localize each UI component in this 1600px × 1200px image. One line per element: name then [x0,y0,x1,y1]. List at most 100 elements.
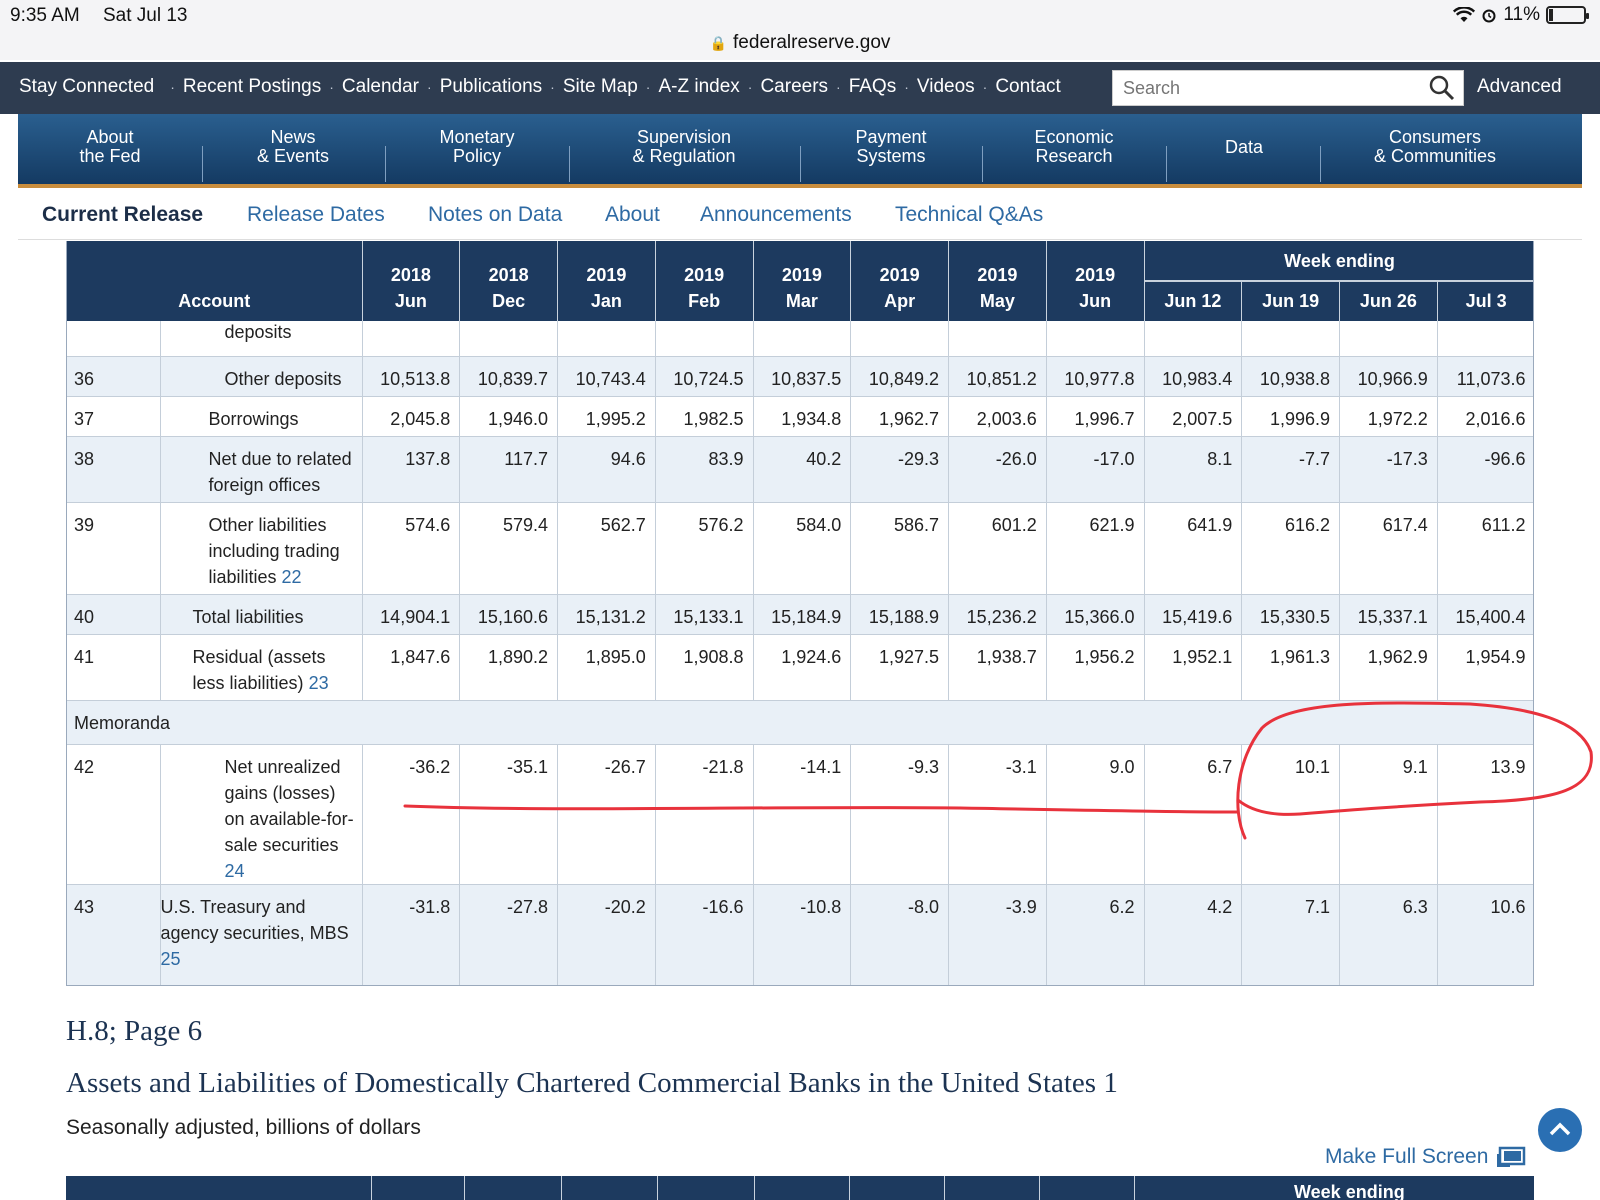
main-nav-item[interactable]: Supervision & Regulation [632,128,735,166]
make-full-screen-link[interactable]: Make Full Screen [1325,1145,1526,1169]
value-cell: -14.1 [753,744,852,885]
utility-link[interactable]: Videos [916,76,975,97]
search-input[interactable] [1113,71,1413,105]
utility-link[interactable]: Site Map [562,76,638,97]
value-cell: 15,184.9 [753,594,852,635]
advanced-search-link[interactable]: Advanced [1477,76,1562,97]
subnav-tab[interactable]: Release Dates [247,203,385,226]
utility-link[interactable]: Stay Connected [19,76,155,97]
value-cell [948,321,1047,357]
column-month: Jun [1079,291,1112,311]
value-cell: 1,995.2 [557,396,656,437]
subnav-tab[interactable]: Notes on Data [428,203,563,226]
search-icon[interactable] [1429,75,1455,101]
row-label-text: Net due to related foreign offices [208,448,352,495]
table-row: 39 Other liabilities including trading li… [67,502,1533,595]
value-cell: 1,924.6 [753,634,852,701]
subnav-tab[interactable]: Announcements [700,203,852,226]
table-row: 41 Residual (assets less liabilities) 23 1… [67,634,1533,701]
utility-link[interactable]: Calendar [341,76,420,97]
main-nav-label-line1: Data [1224,137,1264,157]
utility-link[interactable]: FAQs [848,76,897,97]
table-row: 43 U.S. Treasury and agency securities, M… [67,884,1533,985]
row-label: Borrowings [160,396,363,437]
main-nav-label-line2: & Regulation [632,146,736,166]
main-nav-item[interactable]: News & Events [257,128,329,166]
value-cell: 10.6 [1437,884,1533,985]
table-row: 40 Total liabilities 14,904.1 15,160.6 15,13… [67,594,1533,635]
month-column-header: 2019 Feb [655,241,754,321]
utility-link[interactable]: Careers [760,76,829,97]
value-cell: 1,938.7 [948,634,1047,701]
table-header: Account 2018 Jun 2018 Dec 2019 Jan 2019 Feb 2019 M… [67,241,1533,321]
utility-links: Stay Connected · Recent Postings · Calendar ·… [19,76,1061,98]
footnote-link[interactable]: 24 [224,860,245,881]
main-nav-item[interactable]: Economic Research [1034,128,1113,166]
row-label: Other deposits [160,356,363,397]
utility-link[interactable]: Publications [439,76,543,97]
subnav-tab[interactable]: Technical Q&As [895,203,1044,226]
value-cell: 2,045.8 [362,396,461,437]
column-year: 2019 [1075,265,1116,285]
value-cell: -7.7 [1241,436,1340,503]
nav-divider [1166,146,1167,182]
utility-link[interactable]: A-Z index [658,76,740,97]
battery-icon [1546,6,1589,24]
main-nav-label-line2: & Communities [1373,146,1497,166]
value-cell: 15,188.9 [850,594,949,635]
memoranda-label: Memoranda [67,700,1533,745]
utility-link[interactable]: Contact [995,76,1061,97]
month-column-header: 2019 Jun [1046,241,1145,321]
value-cell: 562.7 [557,502,656,595]
main-nav-label-line2: Systems [856,146,926,166]
value-cell: 574.6 [362,502,461,595]
value-cell: -17.0 [1046,436,1145,503]
subnav-tab[interactable]: Current Release [42,203,204,226]
url-bar[interactable]: 🔒 federalreserve.gov [0,30,1600,60]
week-ending-header: Week ending [1144,241,1533,282]
nav-divider [385,146,386,182]
column-month: Jan [590,291,622,311]
value-cell: 13.9 [1437,744,1533,885]
value-cell: -3.9 [948,884,1047,985]
value-cell [850,321,949,357]
link-separator: · [982,79,988,95]
next-week-ending-header: Week ending [1294,1182,1405,1200]
value-cell [1241,321,1340,357]
nav-divider [202,146,203,182]
week-column-header: Jun 26 [1339,281,1438,321]
chevron-up-icon [1549,1122,1571,1136]
link-separator: · [836,79,841,95]
value-cell [362,321,461,357]
url-text: federalreserve.gov [733,32,891,53]
main-nav-label-line2: the Fed [79,146,141,166]
value-cell: 10,851.2 [948,356,1047,397]
value-cell: 1,952.1 [1144,634,1243,701]
subnav-tab[interactable]: About [605,203,660,226]
footnote-link[interactable]: 22 [281,566,302,587]
column-month: May [979,291,1015,311]
value-cell: 10,938.8 [1241,356,1340,397]
column-year: 2018 [488,265,529,285]
month-column-header: 2018 Dec [459,241,558,321]
value-cell: 576.2 [655,502,754,595]
main-nav-item[interactable]: About the Fed [79,128,140,166]
column-year: 2018 [390,265,431,285]
footnote-link[interactable]: 25 [160,948,181,969]
row-number: 37 [67,396,161,437]
value-cell: -36.2 [362,744,461,885]
value-cell: 1,962.9 [1339,634,1438,701]
value-cell: 611.2 [1437,502,1533,595]
value-cell: 10,513.8 [362,356,461,397]
main-nav-item[interactable]: Data [1225,138,1263,157]
main-nav-item[interactable]: Consumers & Communities [1374,128,1496,166]
header-row: Jun 12 Jun 19 Jun 26 Jul 3 [67,281,1533,321]
row-number: 41 [67,634,161,701]
footnote-link[interactable]: 23 [308,672,329,693]
value-cell: 1,954.9 [1437,634,1533,701]
value-cell: 15,236.2 [948,594,1047,635]
back-to-top-button[interactable] [1538,1108,1582,1152]
main-nav-item[interactable]: Payment Systems [855,128,926,166]
main-nav-item[interactable]: Monetary Policy [439,128,514,166]
utility-link[interactable]: Recent Postings [182,76,322,97]
